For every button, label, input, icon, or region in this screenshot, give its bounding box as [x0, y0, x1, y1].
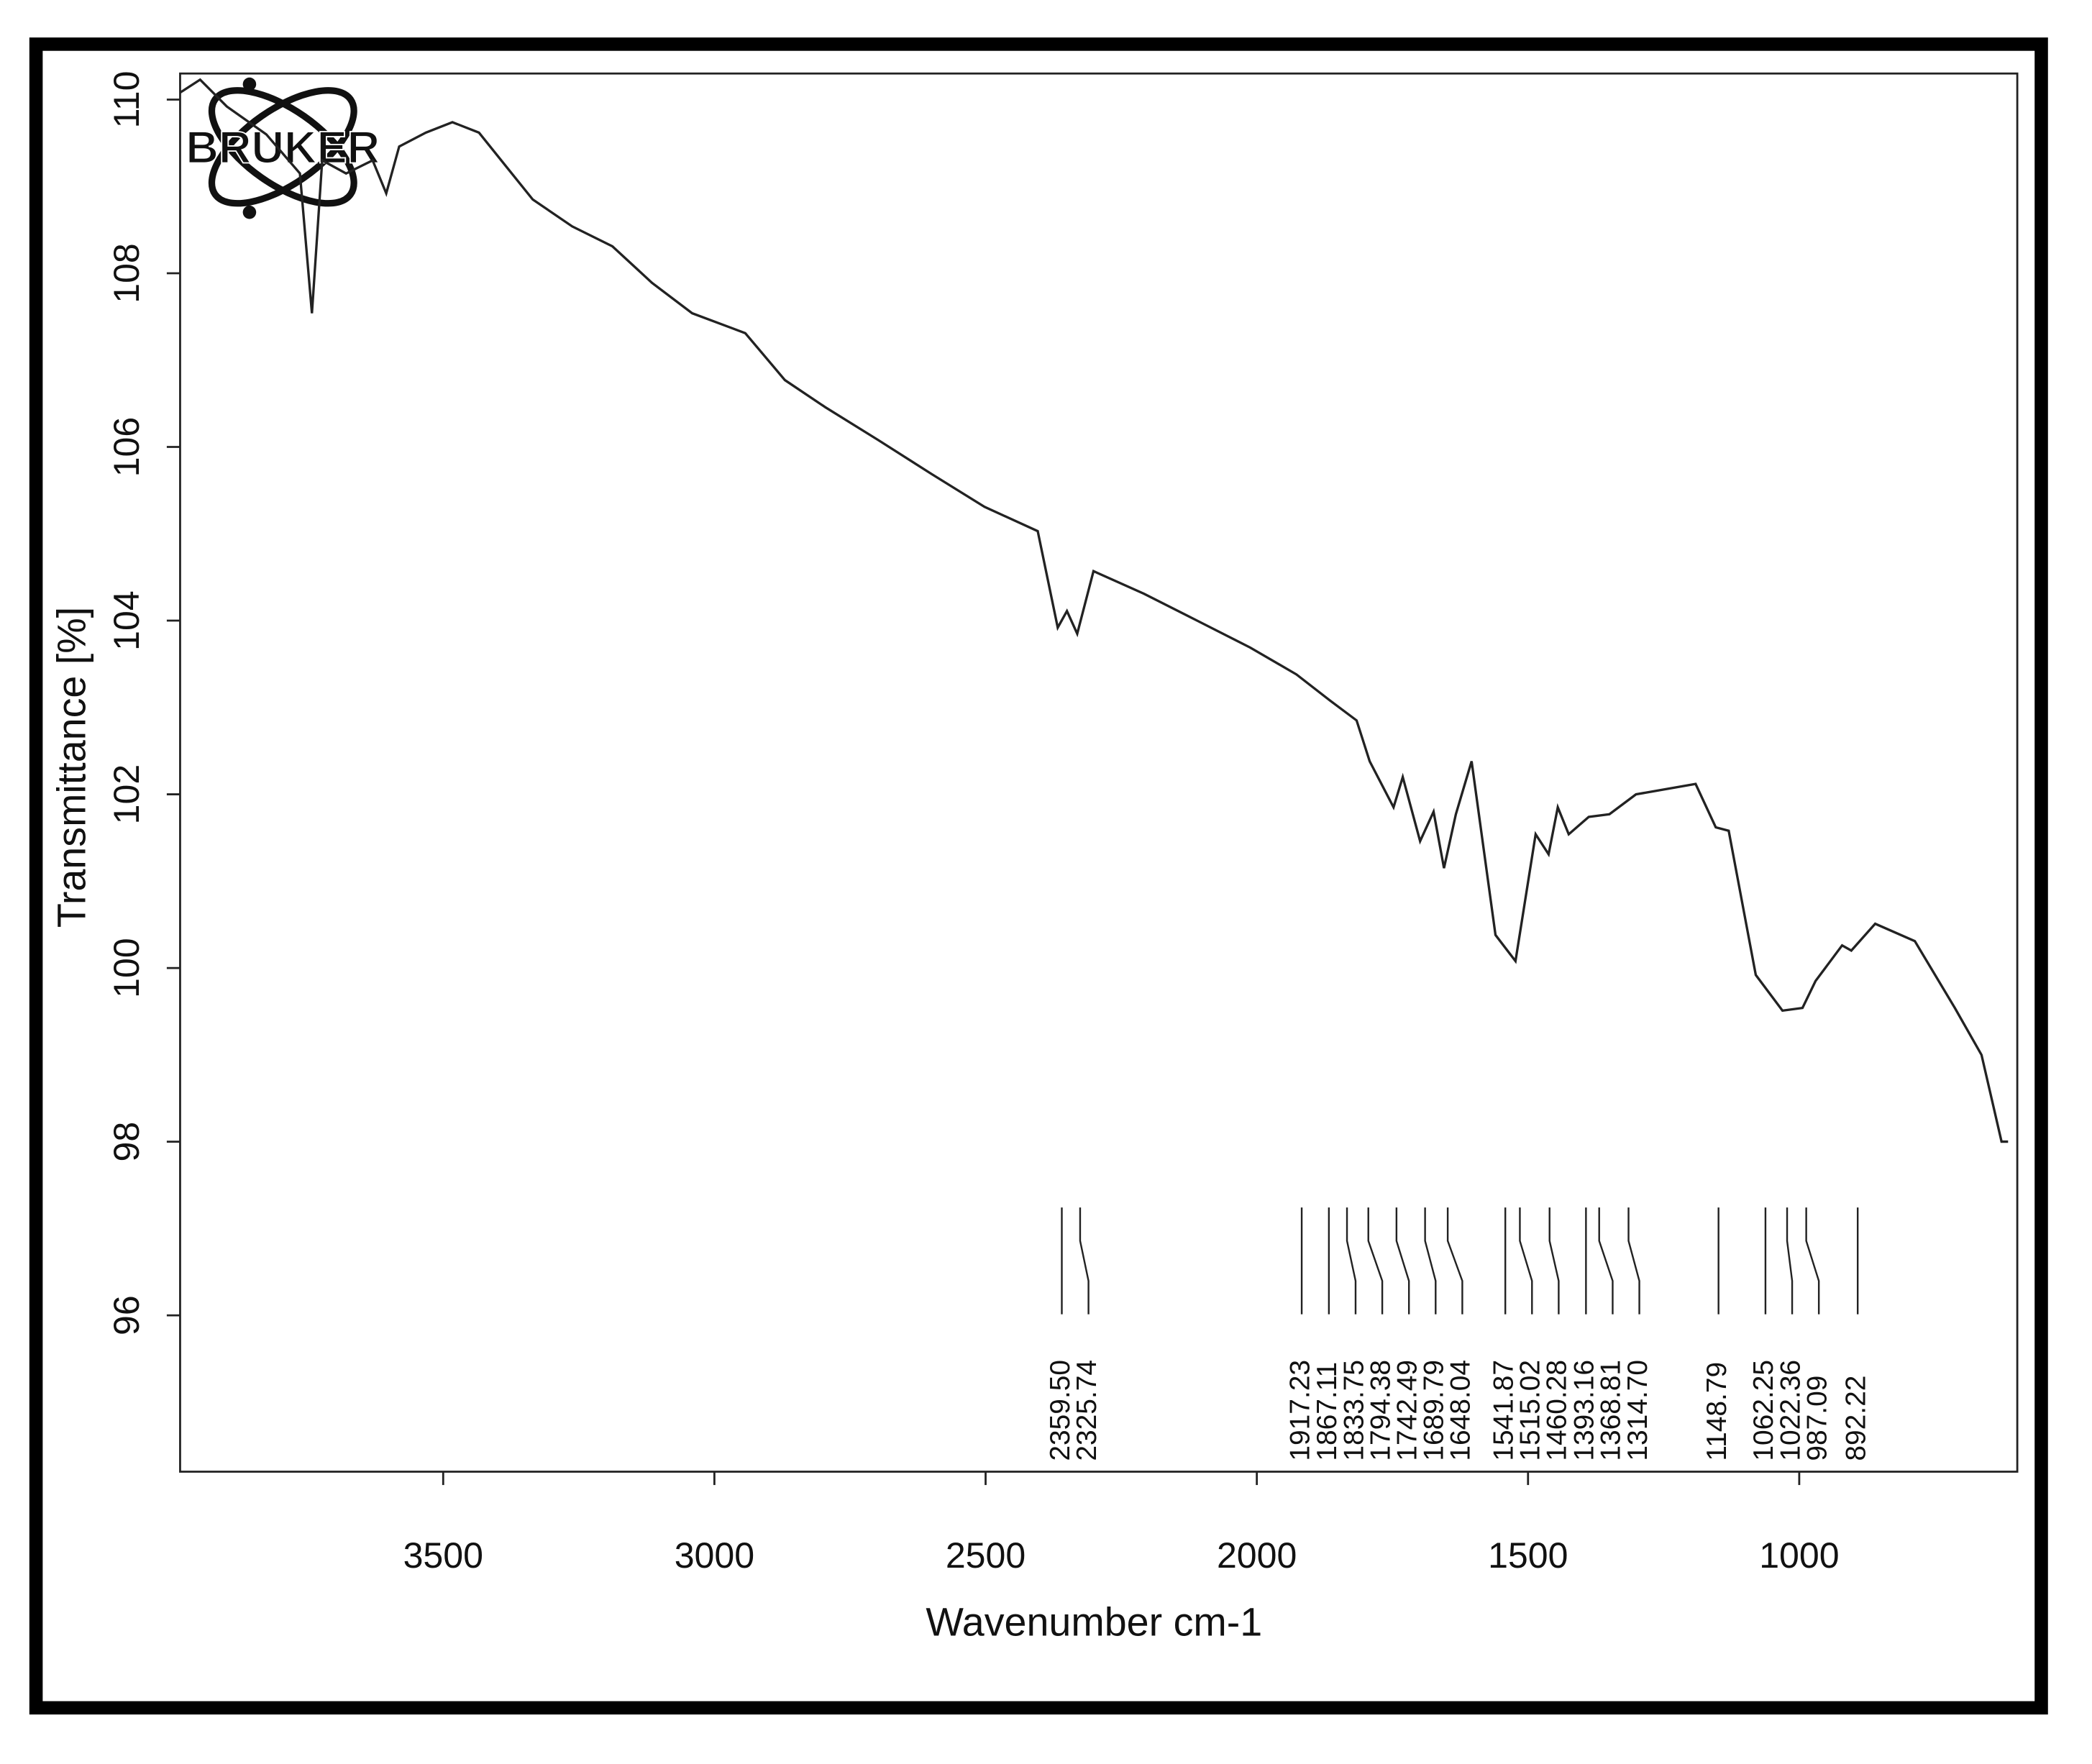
peak-label: 1742.49 [1392, 1360, 1422, 1461]
y-tick-label: 98 [106, 1122, 147, 1162]
peak-marker [1367, 1207, 1384, 1315]
peak-label: 1368.81 [1596, 1360, 1627, 1461]
peak-marker [1548, 1207, 1560, 1315]
peak-marker [1598, 1207, 1614, 1315]
x-tick-label: 3500 [403, 1535, 483, 1576]
y-tick-label: 96 [106, 1295, 147, 1335]
x-tick-label: 2500 [946, 1535, 1026, 1576]
peak-marker [1627, 1207, 1640, 1315]
peak-label: 892.22 [1840, 1376, 1871, 1461]
y-tick-label: 108 [106, 243, 147, 303]
peak-label: 987.09 [1801, 1376, 1832, 1461]
peak-marker [1079, 1207, 1090, 1315]
y-tick-label: 110 [106, 71, 147, 129]
peak-label: 1794.38 [1365, 1360, 1396, 1461]
peak-label: 1314.70 [1622, 1360, 1653, 1461]
peak-label: 1833.75 [1338, 1360, 1369, 1461]
spectrum-line [179, 78, 2009, 1143]
outer-frame [29, 37, 2048, 1715]
y-tick-label: 104 [106, 590, 147, 651]
peak-label: 1689.79 [1419, 1360, 1450, 1461]
y-tick-label: 106 [106, 417, 147, 477]
logo: BRUKER [185, 77, 380, 219]
peak-label: 1148.79 [1702, 1362, 1732, 1461]
logo-orbit [208, 87, 357, 207]
peak-marker [1519, 1207, 1533, 1315]
x-tick-label: 3000 [675, 1535, 754, 1576]
peak-marker [1786, 1207, 1794, 1315]
peak-marker [1395, 1207, 1410, 1315]
peak-marker [1446, 1207, 1463, 1315]
peak-marker [1346, 1207, 1357, 1315]
logo-text: BRUKER [186, 123, 380, 173]
x-tick-label: 1000 [1759, 1535, 1839, 1576]
peak-label: 1648.04 [1445, 1360, 1476, 1461]
logo-orbit [208, 87, 357, 207]
peak-marker [1805, 1207, 1820, 1315]
plot-frame [179, 72, 2019, 1473]
logo-dot [242, 77, 257, 91]
x-tick-label: 1500 [1488, 1535, 1568, 1576]
peak-label: 1460.28 [1542, 1360, 1573, 1461]
peak-marker [1424, 1207, 1437, 1315]
peak-label: 1393.16 [1569, 1360, 1600, 1461]
x-axis-title: Wavenumber cm-1 [926, 1600, 1262, 1645]
y-axis-title: Transmittance [%] [50, 607, 94, 928]
peak-label: 1062.25 [1748, 1360, 1779, 1461]
peak-label: 1541.87 [1488, 1360, 1519, 1461]
peak-label: 2325.74 [1072, 1360, 1102, 1461]
y-tick-label: 100 [106, 938, 147, 998]
logo-dot [242, 205, 257, 219]
peak-label: 1515.02 [1515, 1360, 1546, 1461]
y-tick-label: 102 [106, 764, 147, 825]
peak-label: 2359.50 [1045, 1360, 1076, 1461]
peak-label: 1022.36 [1775, 1360, 1806, 1461]
peak-label: 1867.11 [1312, 1362, 1343, 1461]
peak-label: 1917.23 [1284, 1360, 1315, 1461]
x-tick-label: 2000 [1217, 1535, 1297, 1576]
